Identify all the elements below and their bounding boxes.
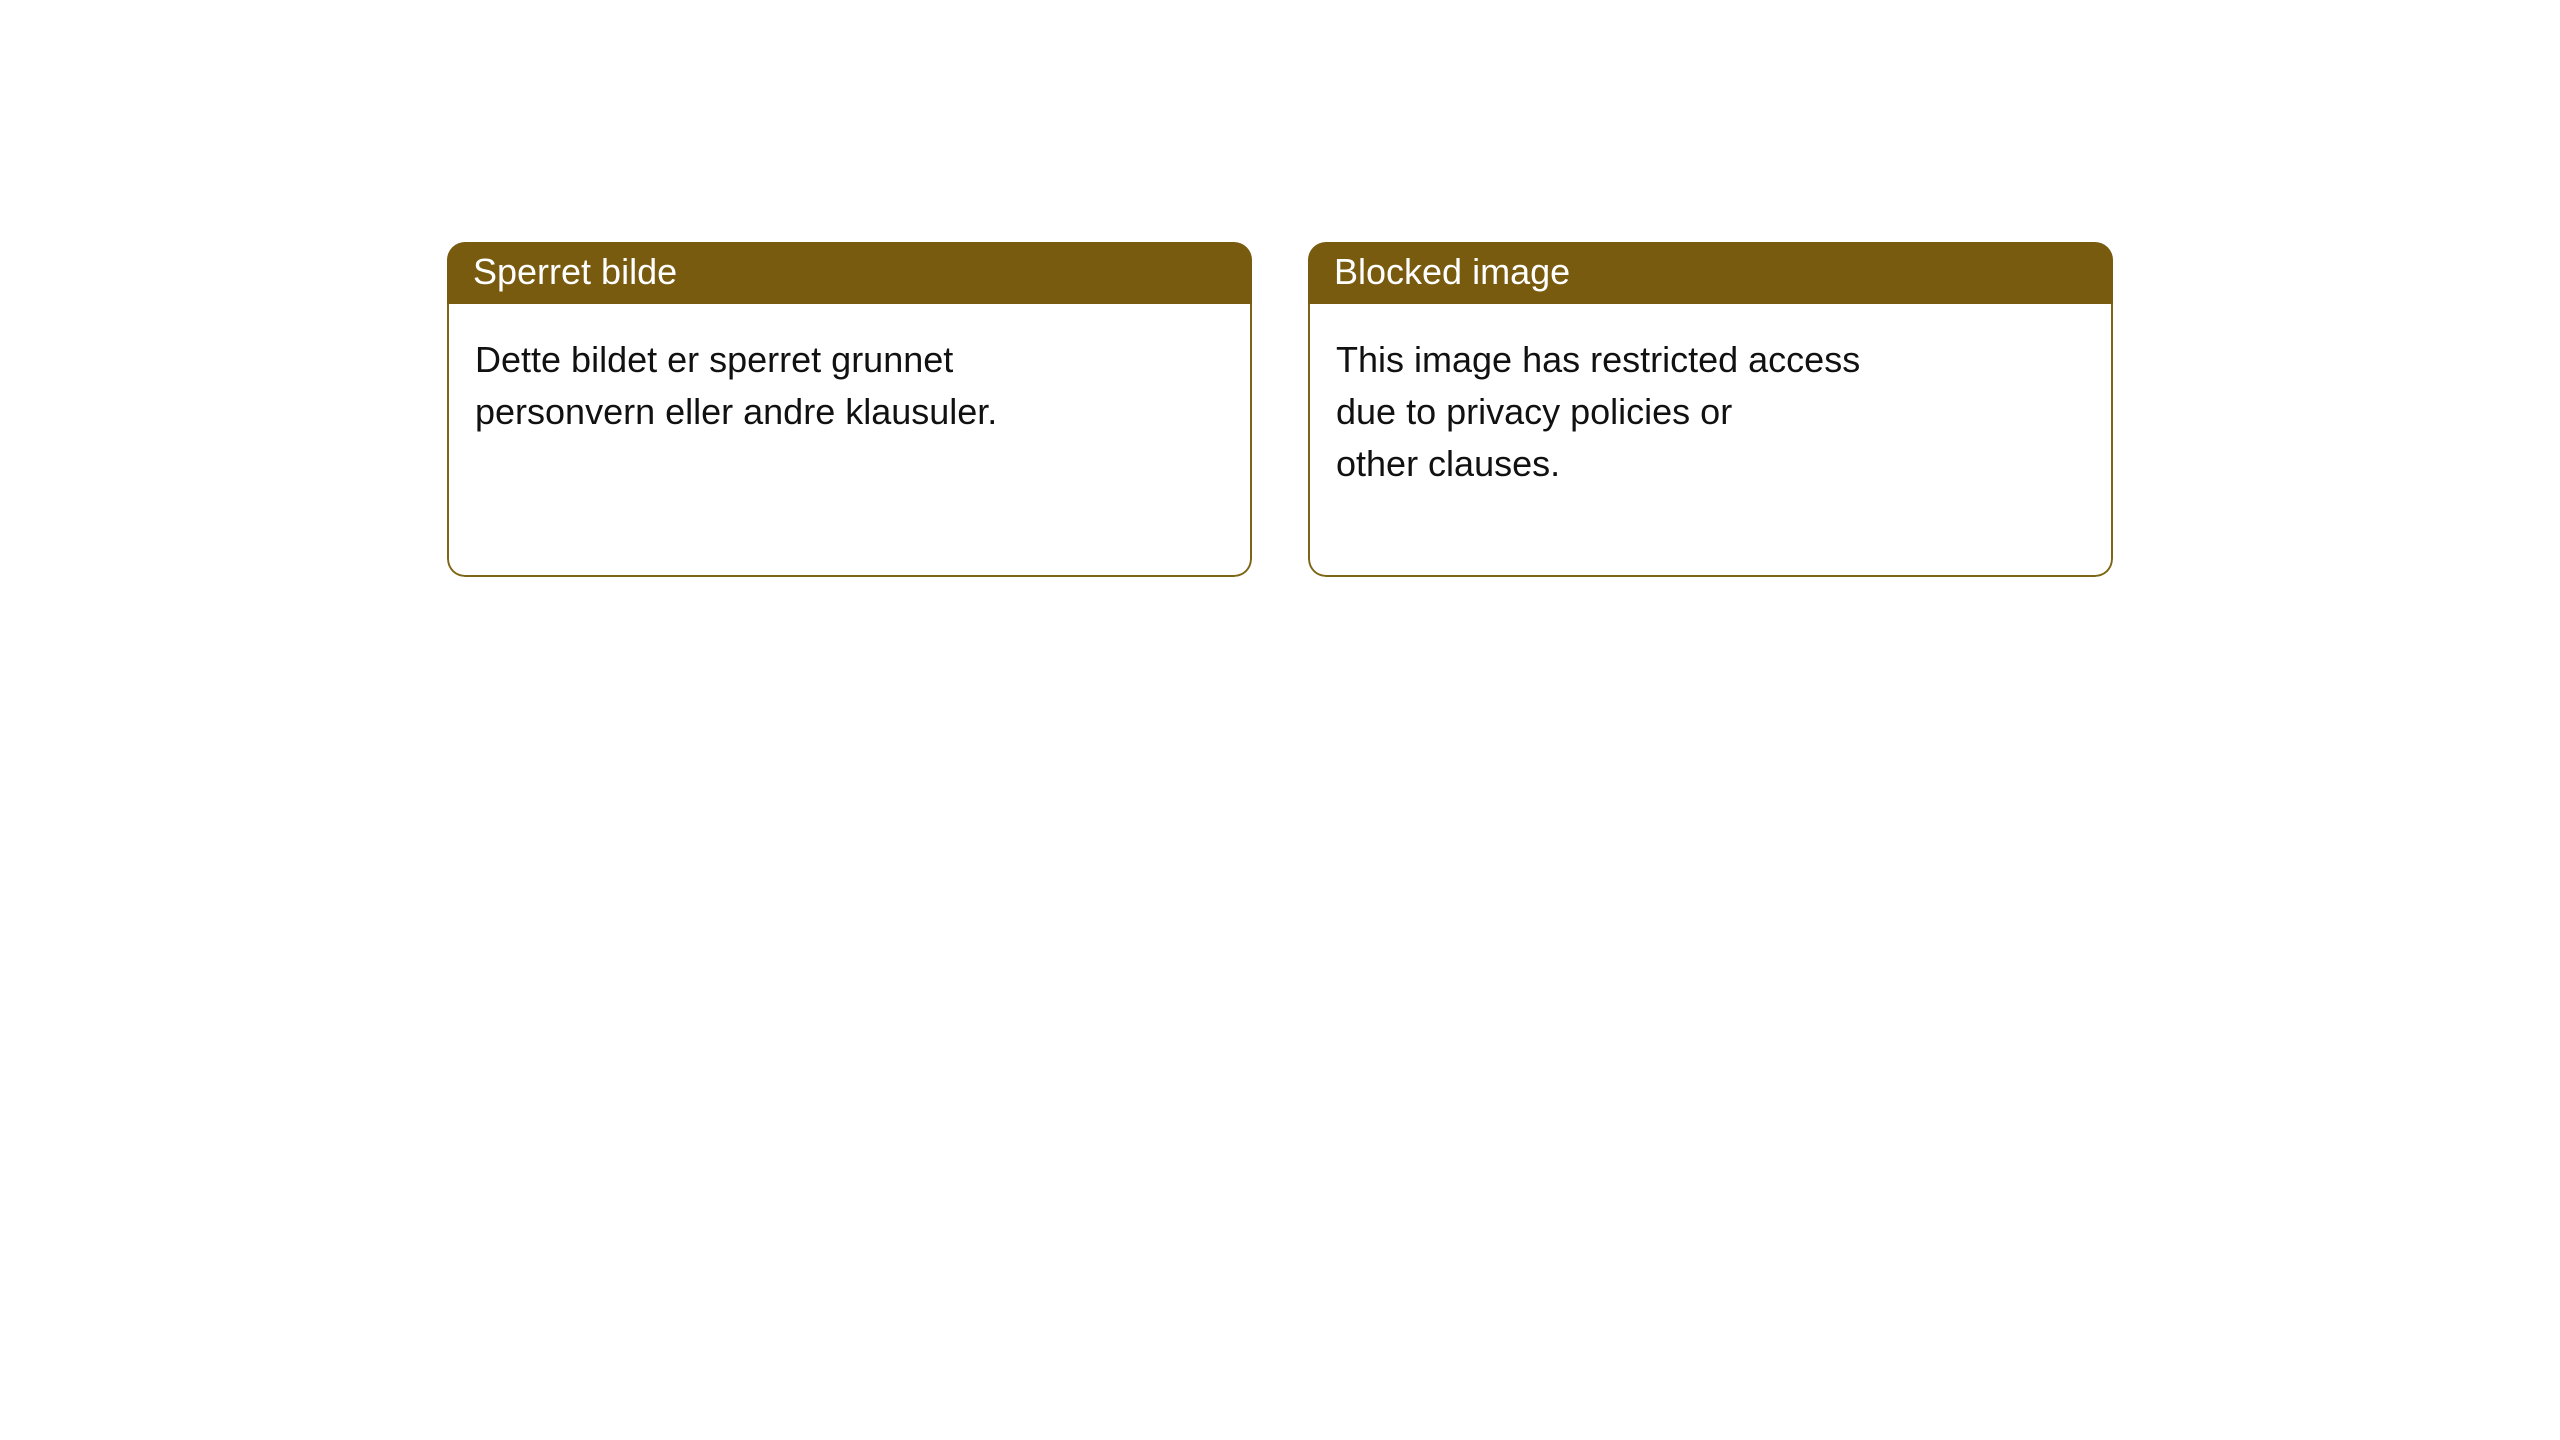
card-body: This image has restricted access due to … — [1308, 304, 2113, 577]
blocked-image-notice-row: Sperret bilde Dette bildet er sperret gr… — [447, 242, 2113, 577]
blocked-image-card-en: Blocked image This image has restricted … — [1308, 242, 2113, 577]
card-body: Dette bildet er sperret grunnet personve… — [447, 304, 1252, 577]
card-header: Sperret bilde — [447, 242, 1252, 304]
blocked-image-card-no: Sperret bilde Dette bildet er sperret gr… — [447, 242, 1252, 577]
card-header: Blocked image — [1308, 242, 2113, 304]
